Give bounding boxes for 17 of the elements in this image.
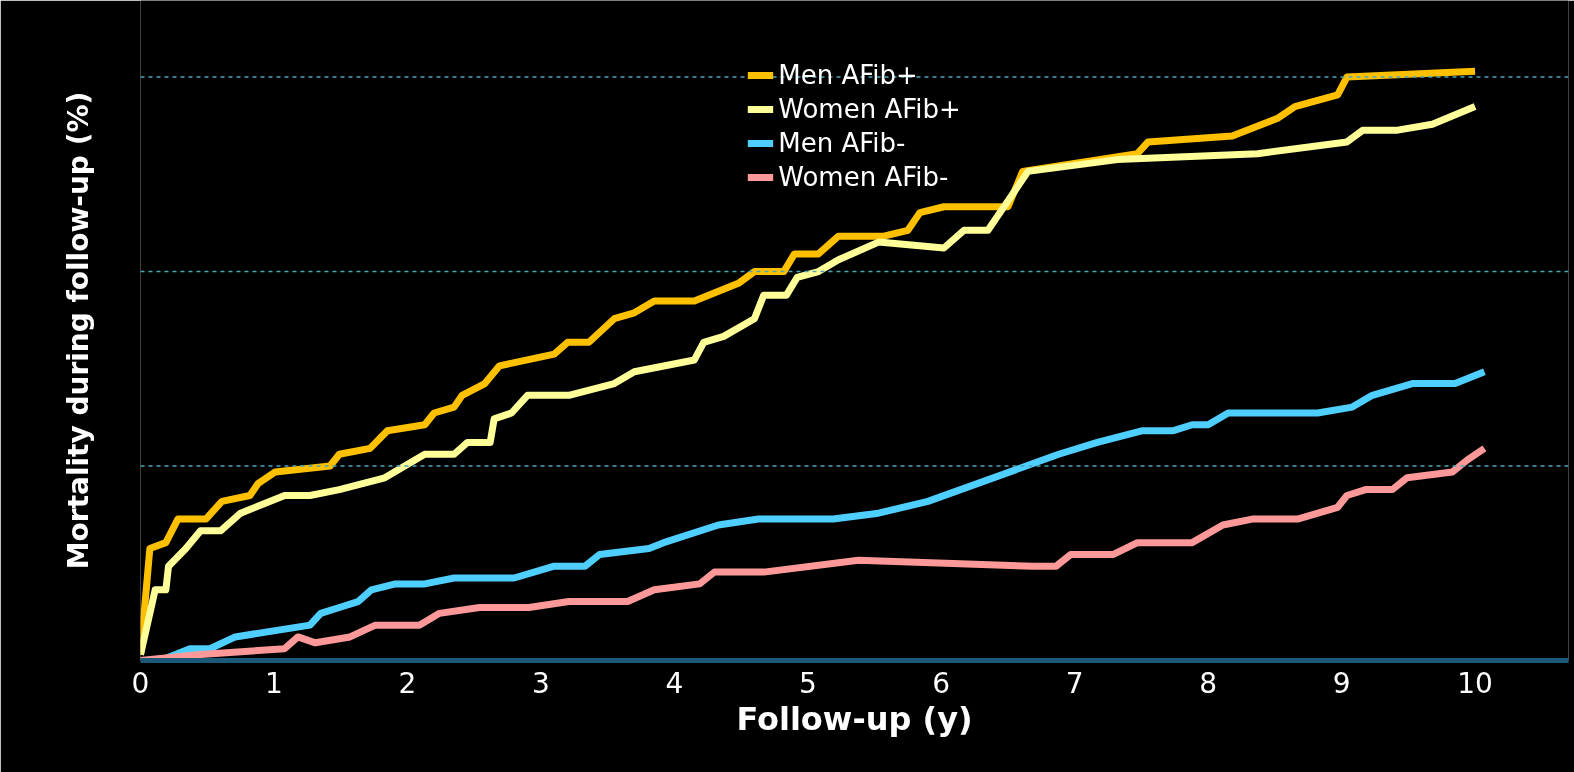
x-tick-label: 6 — [932, 666, 951, 700]
legend-label: Women AFib+ — [778, 94, 961, 124]
legend-label: Men AFib- — [778, 128, 906, 158]
x-tick-label: 2 — [398, 666, 417, 700]
x-tick-label: 10 — [1457, 666, 1493, 700]
legend-label: Men AFib+ — [778, 60, 918, 90]
x-tick-label: 4 — [665, 666, 684, 700]
x-tick-label: 8 — [1199, 666, 1218, 700]
y-axis-title: Mortality during follow-up (%) — [61, 91, 95, 570]
x-tick-label: 7 — [1065, 666, 1084, 700]
x-tick-label: 0 — [131, 666, 150, 700]
x-axis-title: Follow-up (y) — [736, 699, 973, 738]
x-tick-label: 5 — [798, 666, 817, 700]
x-tick-label: 9 — [1332, 666, 1351, 700]
x-tick-label: 1 — [265, 666, 283, 700]
x-tick-label: 3 — [531, 666, 550, 700]
legend-label: Women AFib- — [778, 162, 949, 192]
